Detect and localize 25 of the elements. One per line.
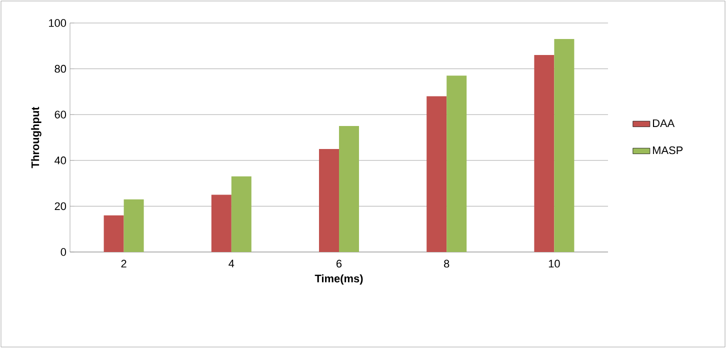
bar bbox=[426, 96, 447, 252]
y-tick-label: 80 bbox=[54, 64, 66, 73]
y-tick-label: 40 bbox=[54, 156, 66, 164]
bar bbox=[124, 199, 144, 252]
y-tick-label: 20 bbox=[54, 202, 66, 210]
x-tick-label: 4 bbox=[228, 260, 234, 268]
legend-label: DAA bbox=[653, 119, 675, 127]
bar bbox=[339, 126, 360, 252]
bar bbox=[534, 55, 554, 252]
x-tick-label: 10 bbox=[548, 260, 560, 268]
y-axis-title: Throughput bbox=[31, 106, 42, 168]
y-tick-label: 60 bbox=[54, 110, 66, 118]
x-axis-title: Time(ms) bbox=[314, 274, 363, 285]
bar bbox=[319, 148, 340, 252]
bar bbox=[104, 215, 124, 252]
bar bbox=[231, 176, 252, 252]
x-tick-label: 2 bbox=[121, 260, 126, 268]
x-tick-label: 8 bbox=[444, 260, 450, 268]
legend-label: MASP bbox=[653, 146, 683, 154]
x-tick-label: 6 bbox=[336, 260, 342, 268]
bar bbox=[211, 194, 232, 252]
bar bbox=[446, 76, 467, 252]
bar bbox=[554, 39, 574, 252]
y-tick-label: 100 bbox=[49, 19, 66, 27]
y-tick-label: 0 bbox=[60, 248, 66, 256]
